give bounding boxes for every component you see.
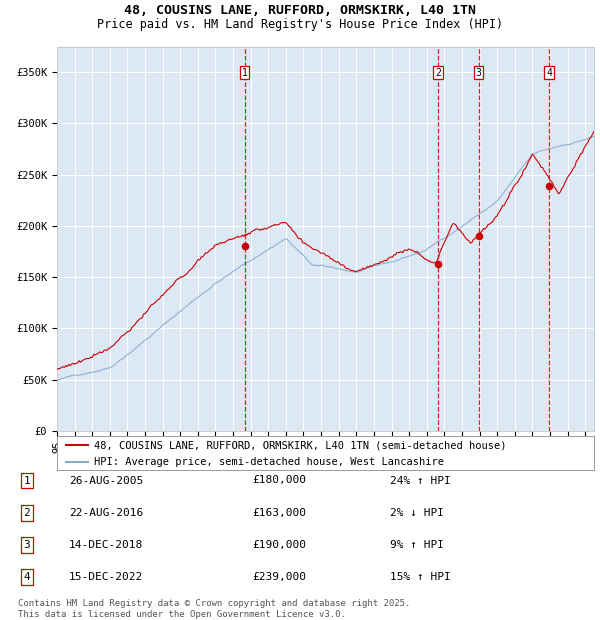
Text: £180,000: £180,000: [252, 476, 306, 485]
Text: 3: 3: [23, 540, 31, 550]
Text: 24% ↑ HPI: 24% ↑ HPI: [390, 476, 451, 485]
Text: £190,000: £190,000: [252, 540, 306, 550]
Point: [544, 181, 554, 191]
Point: [433, 259, 443, 269]
Text: 2: 2: [23, 508, 31, 518]
Text: Contains HM Land Registry data © Crown copyright and database right 2025.
This d: Contains HM Land Registry data © Crown c…: [18, 600, 410, 619]
Text: HPI: Average price, semi-detached house, West Lancashire: HPI: Average price, semi-detached house,…: [94, 457, 443, 467]
Text: 1: 1: [242, 68, 247, 78]
Text: Price paid vs. HM Land Registry's House Price Index (HPI): Price paid vs. HM Land Registry's House …: [97, 18, 503, 31]
Point: [474, 231, 484, 241]
Text: 9% ↑ HPI: 9% ↑ HPI: [390, 540, 444, 550]
Text: £163,000: £163,000: [252, 508, 306, 518]
Text: 48, COUSINS LANE, RUFFORD, ORMSKIRK, L40 1TN: 48, COUSINS LANE, RUFFORD, ORMSKIRK, L40…: [124, 4, 476, 17]
Text: 14-DEC-2018: 14-DEC-2018: [69, 540, 143, 550]
Text: 2% ↓ HPI: 2% ↓ HPI: [390, 508, 444, 518]
Text: 48, COUSINS LANE, RUFFORD, ORMSKIRK, L40 1TN (semi-detached house): 48, COUSINS LANE, RUFFORD, ORMSKIRK, L40…: [94, 440, 506, 450]
Point: [240, 241, 250, 251]
Text: 22-AUG-2016: 22-AUG-2016: [69, 508, 143, 518]
Text: 4: 4: [23, 572, 31, 582]
Text: 3: 3: [476, 68, 482, 78]
Text: 15% ↑ HPI: 15% ↑ HPI: [390, 572, 451, 582]
Text: 26-AUG-2005: 26-AUG-2005: [69, 476, 143, 485]
Text: 15-DEC-2022: 15-DEC-2022: [69, 572, 143, 582]
Text: 2: 2: [435, 68, 441, 78]
Text: 1: 1: [23, 476, 31, 485]
Text: £239,000: £239,000: [252, 572, 306, 582]
Text: 4: 4: [546, 68, 552, 78]
